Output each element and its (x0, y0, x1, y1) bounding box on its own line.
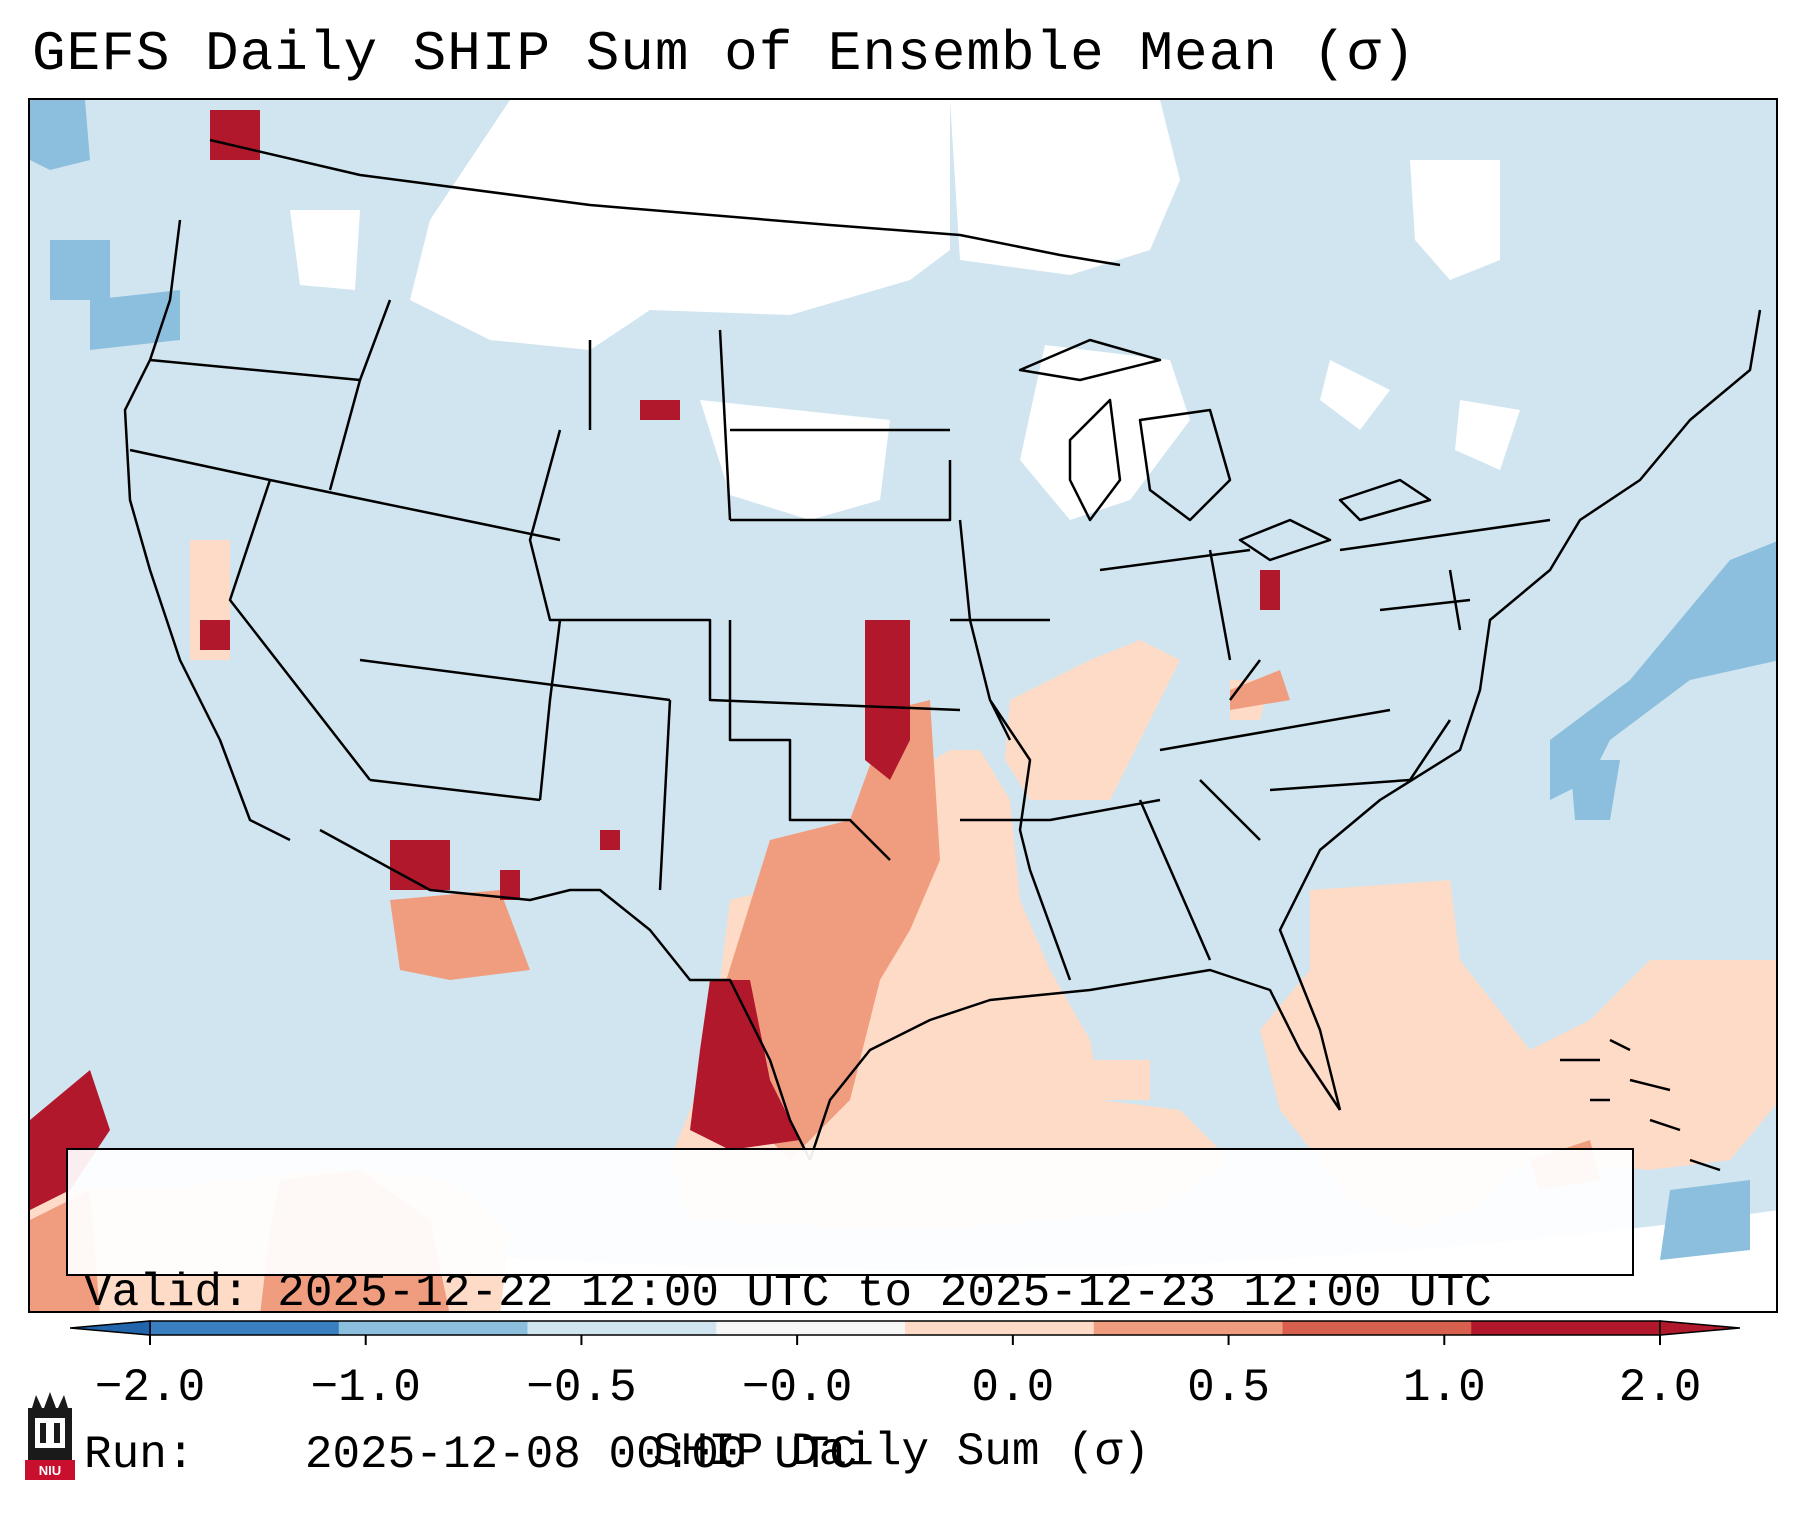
us-canada-border (209, 138, 1121, 267)
map-panel (28, 98, 1778, 1313)
atlantic-coastline (1278, 309, 1762, 1111)
colorbar-segment (150, 1321, 340, 1335)
colorbar-tick-label: −0.0 (741, 1362, 853, 1414)
valid-value: 2025-12-22 12:00 UTC to 2025-12-23 12:00… (277, 1267, 1492, 1319)
strong-positive-regions (30, 110, 1280, 1210)
colorbar-tick-label: 2.0 (1618, 1362, 1702, 1414)
map-svg (30, 100, 1776, 1311)
colorbar-segment (716, 1321, 906, 1335)
run-value: 2025-12-08 00:00 UTC (304, 1429, 857, 1481)
colorbar-min-extension (70, 1320, 151, 1336)
run-row: Run: 2025-12-08 00:00 UTC (84, 1428, 1632, 1482)
near-zero-regions (290, 100, 1520, 520)
niu-logo: NIU (25, 1392, 75, 1480)
colorbar-tick-label: 0.5 (1187, 1362, 1270, 1414)
colorbar (70, 1320, 1740, 1345)
colorbar-segment (1093, 1321, 1283, 1335)
colorbar-label: SHIP Daily Sum (σ) (653, 1426, 1150, 1478)
valid-row: Valid: 2025-12-22 12:00 UTC to 2025-12-2… (84, 1266, 1632, 1320)
us-mexico-border (319, 828, 812, 1161)
colorbar-segment (1471, 1321, 1661, 1335)
logo-text: NIU (39, 1463, 61, 1478)
colorbar-tick-label: −1.0 (310, 1362, 421, 1414)
pacific-coastline (123, 219, 291, 842)
negative-anomaly-regions (30, 100, 1776, 1260)
run-label: Run: (84, 1429, 195, 1481)
caribbean-islands (1560, 1038, 1721, 1172)
map-title: GEFS Daily SHIP Sum of Ensemble Mean (σ) (32, 22, 1417, 86)
valid-run-info-box: Valid: 2025-12-22 12:00 UTC to 2025-12-2… (66, 1148, 1634, 1481)
colorbar-segments (149, 1320, 1661, 1336)
colorbar-ticks (149, 1335, 1661, 1345)
colorbar-tick-label: 1.0 (1402, 1362, 1486, 1414)
colorbar-segment (1282, 1321, 1472, 1335)
colorbar-segment (905, 1321, 1095, 1335)
colorbar-segment (338, 1321, 528, 1335)
gulf-coastline (808, 968, 1342, 1161)
colorbar-tick-label: −2.0 (94, 1362, 206, 1414)
state-border-lines (129, 299, 1551, 981)
colorbar-tick-label: −0.5 (526, 1362, 637, 1414)
colorbar-max-extension (1659, 1320, 1740, 1336)
great-lakes (1018, 338, 1432, 562)
valid-label: Valid: (84, 1267, 250, 1319)
political-borders (123, 138, 1762, 1172)
colorbar-tick-label: 0.0 (971, 1362, 1055, 1414)
colorbar-segment (527, 1321, 717, 1335)
